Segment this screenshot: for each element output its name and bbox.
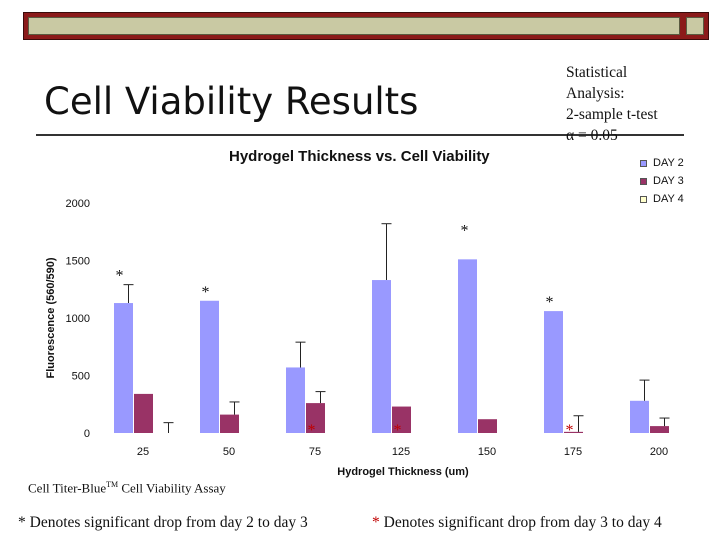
x-tick-label: 125 — [392, 446, 410, 458]
bar-day3-150 — [478, 419, 497, 433]
significance-marker: * — [394, 422, 402, 439]
assay-caption: Cell Titer-BlueTM Cell Viability Assay — [28, 480, 226, 496]
bar-day2-50 — [200, 300, 219, 433]
significance-marker: * — [116, 268, 124, 285]
bar-day2-150 — [458, 259, 477, 433]
footnote-day2-day3: * Denotes significant drop from day 2 to… — [18, 514, 308, 532]
slide-top-bar-square — [686, 17, 704, 35]
bar-day3-175 — [564, 431, 583, 433]
significance-marker: * — [546, 294, 554, 311]
legend-swatch-day2 — [640, 159, 647, 167]
statistical-analysis-note: Statistical Analysis: 2-sample t-test α … — [566, 62, 706, 146]
footnote-text-day2-day3: Denotes significant drop from day 2 to d… — [25, 514, 308, 531]
legend-item-day4: DAY 4 — [640, 190, 684, 208]
stats-line-3: 2-sample t-test — [566, 106, 658, 123]
y-tick-label: 500 — [72, 371, 90, 383]
significance-marker: * — [566, 422, 574, 439]
bar-day2-125 — [372, 280, 391, 433]
y-tick-label: 1500 — [66, 256, 90, 268]
footnote-text-day3-day4: Denotes significant drop from day 3 to d… — [379, 514, 662, 531]
stats-line-4: α = 0.05 — [566, 127, 618, 144]
legend-swatch-day3 — [640, 177, 647, 185]
stats-line-2: Analysis: — [566, 85, 625, 102]
footnote-star-red: * — [372, 514, 380, 531]
title-divider — [36, 134, 684, 136]
slide-top-bar — [23, 12, 709, 40]
legend-item-day2: DAY 2 — [640, 154, 684, 172]
assay-caption-tail: Cell Viability Assay — [118, 480, 226, 496]
footnote-star-black: * — [18, 514, 26, 531]
assay-caption-main: Cell Titer-Blue — [28, 480, 107, 496]
y-tick-label: 0 — [84, 428, 90, 440]
legend-label-day2: DAY 2 — [653, 157, 684, 169]
bar-day3-125 — [392, 406, 411, 433]
significance-marker: * — [461, 223, 469, 240]
assay-caption-trademark: TM — [106, 480, 119, 489]
stats-line-1: Statistical — [566, 64, 628, 81]
bar-day3-200 — [650, 426, 669, 433]
bar-day2-25 — [114, 303, 133, 433]
significance-marker: * — [308, 422, 316, 439]
x-tick-label: 75 — [309, 446, 321, 458]
x-tick-label: 200 — [650, 446, 668, 458]
y-tick-label: 1000 — [66, 313, 90, 325]
slide-title: Cell Viability Results — [44, 80, 419, 123]
y-tick-label: 2000 — [66, 198, 90, 210]
bar-day3-50 — [220, 414, 239, 433]
chart-legend: DAY 2 DAY 3 DAY 4 — [640, 154, 684, 208]
x-tick-label: 175 — [564, 446, 582, 458]
bar-day2-75 — [286, 367, 305, 433]
bar-day3-25 — [134, 393, 153, 433]
slide-top-bar-panel — [28, 17, 680, 35]
x-tick-label: 50 — [223, 446, 235, 458]
bar-day2-200 — [630, 400, 649, 433]
legend-label-day3: DAY 3 — [653, 175, 684, 187]
y-axis-label: Fluorescence (560/590) — [45, 257, 57, 378]
x-axis-label: Hydrogel Thickness (um) — [337, 466, 469, 478]
x-tick-label: 25 — [137, 446, 149, 458]
legend-label-day4: DAY 4 — [653, 193, 684, 205]
chart-title: Hydrogel Thickness vs. Cell Viability — [229, 148, 490, 165]
bar-day3-75 — [306, 403, 325, 433]
legend-swatch-day4 — [640, 195, 647, 203]
x-tick-label: 150 — [478, 446, 496, 458]
significance-marker: * — [202, 284, 210, 301]
bar-day2-175 — [544, 311, 563, 433]
footnote-day3-day4: * Denotes significant drop from day 3 to… — [372, 514, 662, 532]
legend-item-day3: DAY 3 — [640, 172, 684, 190]
